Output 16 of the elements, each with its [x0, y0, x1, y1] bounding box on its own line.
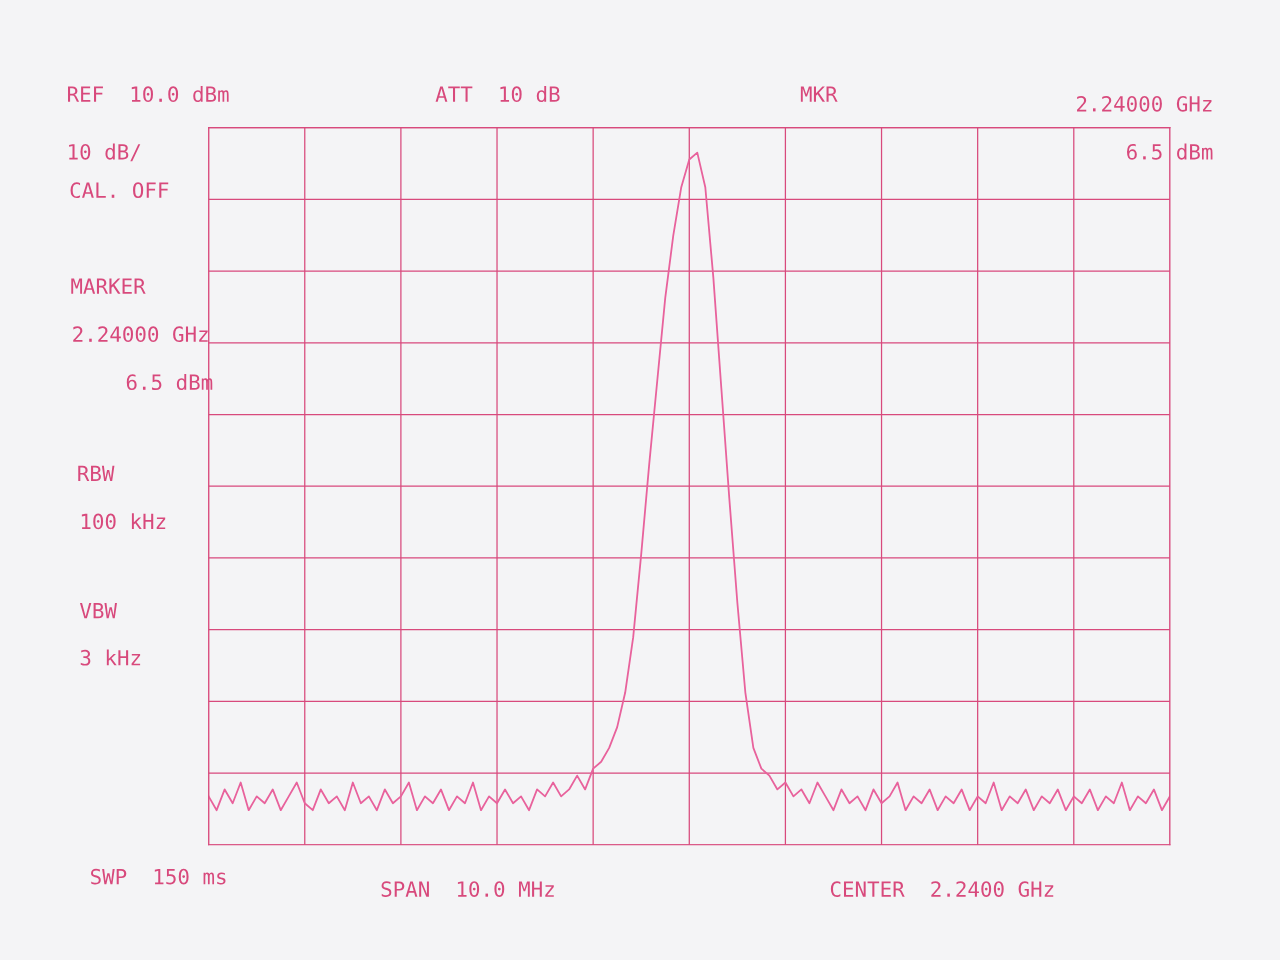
text: SPAN 10.0 MHz — [381, 881, 554, 897]
text: REF 10.0 dBm — [68, 85, 229, 103]
text: MARKER — [71, 278, 146, 294]
text: 3 kHz — [80, 649, 141, 666]
text: SWP 150 ms — [91, 868, 226, 885]
text: 10 dB/ — [69, 143, 141, 162]
text: RBW — [78, 465, 115, 481]
text: CENTER 2.2400 GHz — [830, 881, 1054, 897]
text: ATT 10 dB — [435, 85, 560, 103]
annotation: 6.5 dBm — [1127, 143, 1213, 160]
text: 2.24000 GHz — [73, 326, 208, 343]
text: CAL. OFF — [70, 182, 169, 199]
text: 100 kHz — [81, 513, 166, 530]
text: 2.24000 GHz — [1077, 95, 1212, 112]
text: MKR — [800, 86, 838, 102]
text: VBW — [79, 603, 117, 619]
